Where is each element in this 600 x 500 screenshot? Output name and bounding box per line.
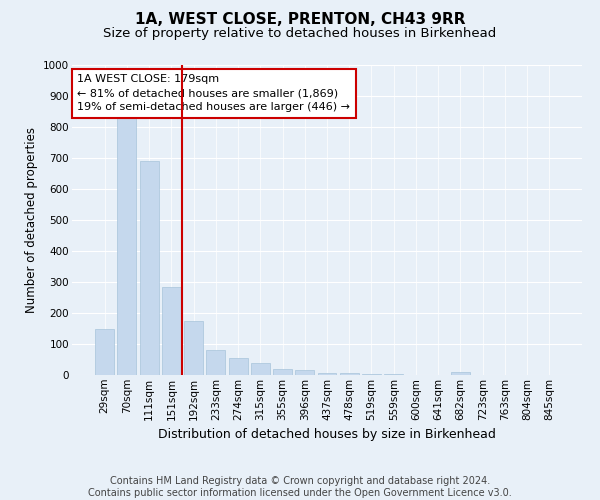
Bar — [206, 350, 225, 375]
X-axis label: Distribution of detached houses by size in Birkenhead: Distribution of detached houses by size … — [158, 428, 496, 441]
Text: Contains HM Land Registry data © Crown copyright and database right 2024.
Contai: Contains HM Land Registry data © Crown c… — [88, 476, 512, 498]
Y-axis label: Number of detached properties: Number of detached properties — [25, 127, 38, 313]
Bar — [229, 358, 248, 375]
Bar — [295, 370, 314, 375]
Bar — [384, 374, 403, 375]
Bar — [273, 369, 292, 375]
Bar — [317, 374, 337, 375]
Text: Size of property relative to detached houses in Birkenhead: Size of property relative to detached ho… — [103, 28, 497, 40]
Bar — [362, 374, 381, 375]
Bar — [340, 374, 359, 375]
Bar — [95, 328, 114, 375]
Bar — [118, 118, 136, 375]
Bar — [162, 286, 181, 375]
Bar — [184, 321, 203, 375]
Text: 1A, WEST CLOSE, PRENTON, CH43 9RR: 1A, WEST CLOSE, PRENTON, CH43 9RR — [135, 12, 465, 28]
Bar — [451, 372, 470, 375]
Bar — [251, 362, 270, 375]
Text: 1A WEST CLOSE: 179sqm
← 81% of detached houses are smaller (1,869)
19% of semi-d: 1A WEST CLOSE: 179sqm ← 81% of detached … — [77, 74, 350, 112]
Bar — [140, 161, 158, 375]
